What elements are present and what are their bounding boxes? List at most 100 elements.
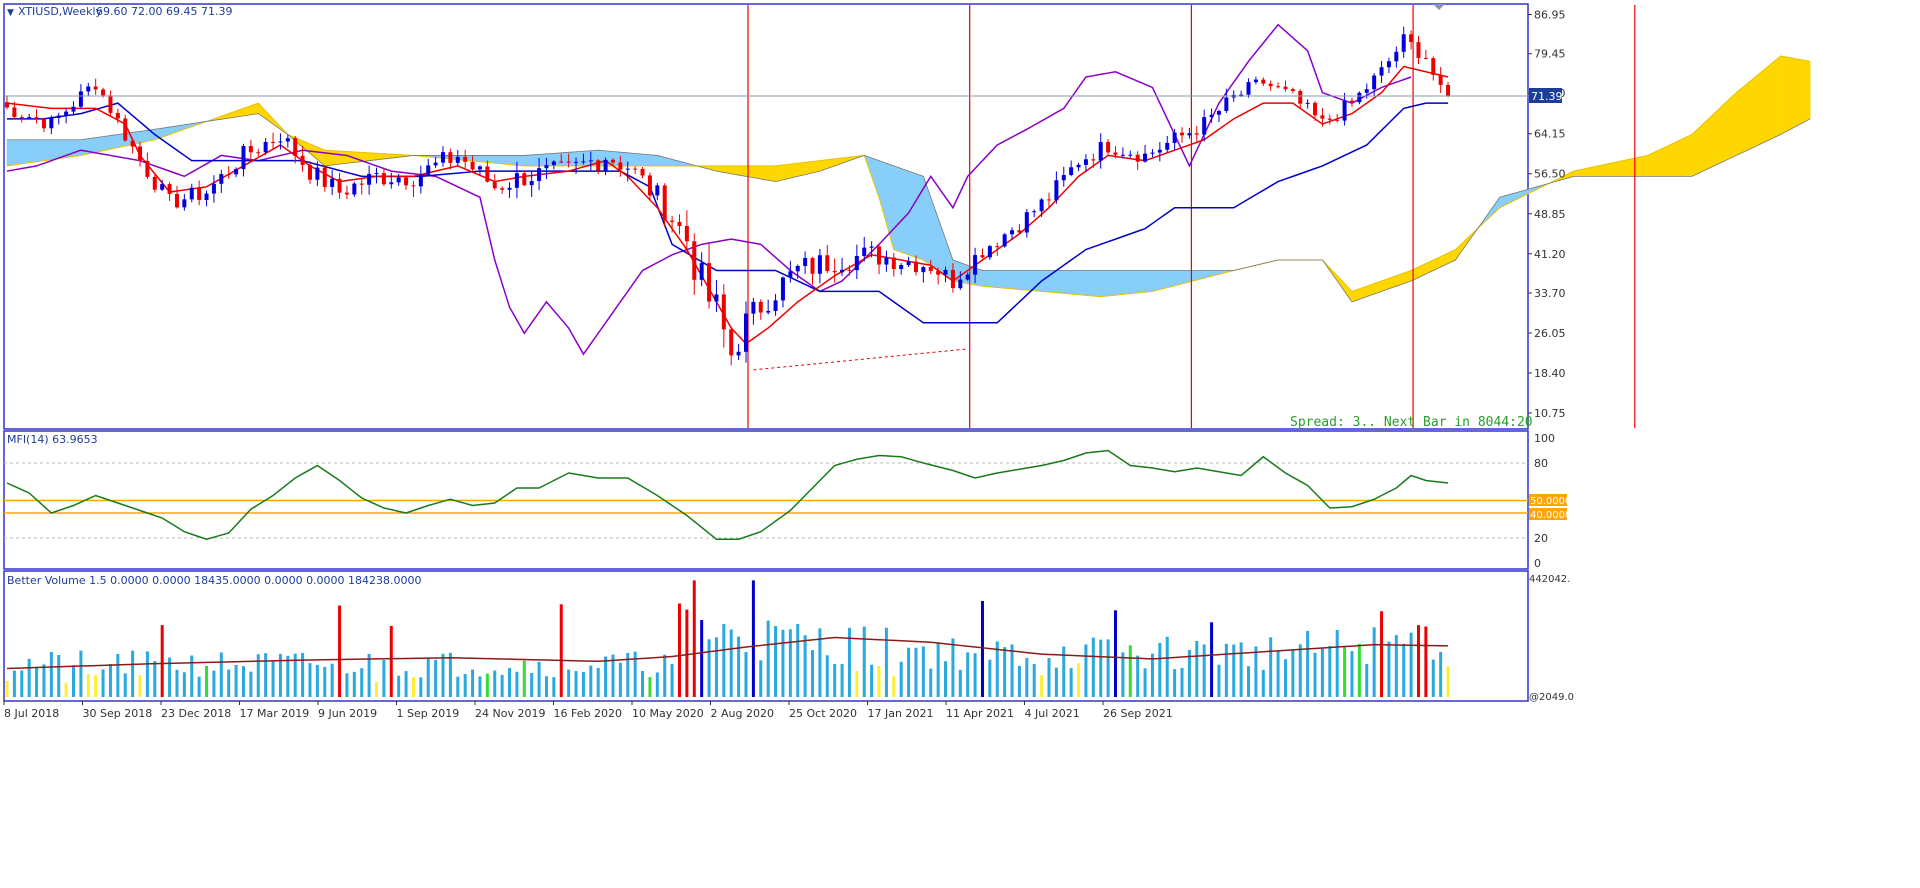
time-axis-label: 30 Sep 2018	[83, 707, 153, 720]
kumo-segment	[1743, 79, 1752, 153]
candles	[5, 26, 1451, 366]
volume-bar	[1032, 663, 1036, 697]
kumo-segment	[523, 154, 532, 167]
volume-bar	[301, 652, 305, 697]
candle-body	[877, 246, 882, 265]
volume-bar	[929, 668, 933, 697]
volume-bar	[899, 661, 903, 697]
volume-bar	[1047, 658, 1051, 697]
volume-bar	[1276, 651, 1280, 697]
candle-body	[692, 241, 697, 280]
kumo-segment	[51, 139, 60, 160]
volume-bar	[1077, 663, 1081, 697]
candle-body	[1143, 153, 1148, 162]
kumo-segment	[893, 165, 902, 253]
volume-bar	[153, 661, 157, 697]
candle-body	[64, 111, 69, 116]
volume-bar	[877, 665, 881, 697]
volume-bar	[1291, 649, 1295, 697]
volume-bar	[345, 673, 349, 697]
volume-bar	[145, 651, 149, 697]
candle-body	[182, 199, 187, 208]
volume-bar	[581, 671, 585, 697]
volume-bar	[57, 655, 61, 697]
candle-body	[980, 255, 985, 258]
candle-body	[1113, 152, 1118, 155]
kumo-segment	[95, 136, 104, 153]
candle-body	[1172, 132, 1177, 143]
mfi-level-40-label: 40.0000	[1530, 510, 1571, 521]
kumo-segment	[1033, 270, 1042, 292]
volume-bar	[182, 672, 186, 697]
price-axis-label: 64.15	[1534, 128, 1566, 141]
volume-bar	[862, 626, 866, 697]
volume-bar	[485, 673, 489, 697]
candle-body	[404, 177, 409, 186]
candle-body	[315, 167, 320, 180]
candle-body	[847, 269, 852, 271]
volume-bar	[796, 623, 800, 697]
volume-bar	[870, 664, 874, 697]
price-axis-label: 10.75	[1534, 407, 1566, 420]
candle-body	[522, 173, 527, 186]
kumo-segment	[627, 152, 636, 167]
candle-body	[374, 173, 379, 175]
volume-bar	[12, 670, 16, 697]
volume-bar	[1158, 642, 1162, 697]
candle-body	[662, 185, 667, 221]
volume-bar	[729, 629, 733, 697]
candle-body	[1327, 118, 1332, 120]
volume-bar	[552, 677, 556, 697]
candle-body	[1253, 79, 1258, 83]
kumo-segment	[753, 165, 762, 180]
volume-bar	[256, 654, 260, 697]
volume-bar	[360, 668, 364, 697]
volume-bar	[138, 675, 142, 697]
candle-body	[448, 152, 453, 163]
candle-body	[307, 165, 312, 180]
candle-body	[1165, 142, 1170, 150]
volume-bar	[951, 638, 955, 697]
kumo-segment	[516, 155, 525, 167]
candle-body	[810, 258, 815, 274]
candle-body	[1024, 212, 1029, 233]
candle-body	[130, 140, 135, 147]
candle-body	[1083, 159, 1088, 165]
chart-shift-marker-icon[interactable]	[1433, 4, 1445, 10]
candle-body	[1394, 51, 1399, 62]
kumo-segment	[1137, 270, 1146, 294]
volume-bar	[49, 651, 53, 697]
kumo-segment	[531, 154, 540, 167]
volume-bar	[759, 660, 763, 697]
candle-body	[758, 301, 763, 313]
kumo-segment	[568, 151, 577, 167]
candle-body	[581, 161, 586, 163]
candle-body	[108, 95, 113, 113]
volume-bar	[537, 661, 541, 697]
candle-body	[640, 168, 645, 176]
volume-title: Better Volume 1.5 0.0000 0.0000 18435.00…	[7, 574, 422, 587]
candle-body	[906, 261, 911, 266]
candle-body	[1120, 154, 1125, 156]
volume-bar	[973, 653, 977, 697]
time-axis-label: 23 Dec 2018	[161, 707, 231, 720]
kumo-segment	[1662, 144, 1671, 177]
kumo-segment	[745, 165, 754, 179]
kumo-segment	[1115, 270, 1124, 296]
kumo-segment	[1041, 270, 1050, 293]
candle-body	[1180, 132, 1185, 136]
volume-bar	[722, 623, 726, 697]
candle-body	[729, 329, 734, 356]
volume-bar	[205, 666, 209, 697]
volume-bar	[42, 664, 46, 697]
volume-bar	[515, 671, 519, 697]
candle-body	[773, 300, 778, 311]
collapse-arrow-icon[interactable]: ▼	[7, 8, 14, 18]
volume-bar	[980, 600, 984, 697]
candle-body	[936, 270, 941, 275]
volume-bar	[884, 627, 888, 697]
candle-body	[1261, 79, 1266, 84]
kumo-segment	[1735, 85, 1744, 156]
candle-body	[655, 185, 660, 196]
kumo-segment	[1610, 161, 1619, 177]
